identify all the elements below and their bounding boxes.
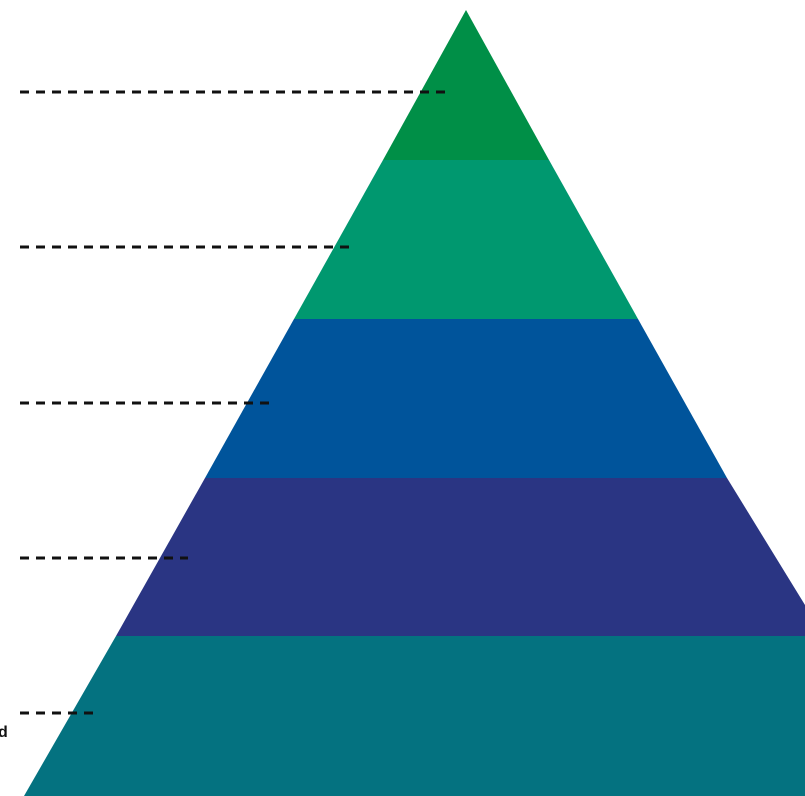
pyramid-tier-2 — [294, 160, 638, 319]
pyramid-tier-1-apex — [383, 10, 549, 160]
pyramid-tier-3 — [205, 319, 727, 478]
pyramid-tier-4 — [116, 478, 805, 636]
pyramid-tier-5-base — [24, 636, 805, 796]
cropped-label-fragment: d — [0, 724, 8, 741]
